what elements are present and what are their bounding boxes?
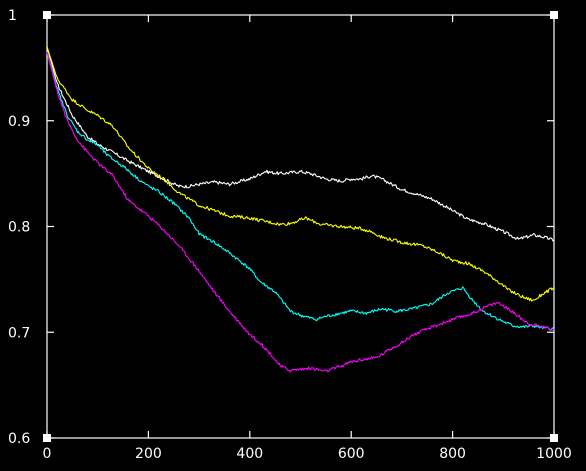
x-tick-label: 1000: [536, 446, 572, 462]
corner-handle[interactable]: [550, 434, 558, 442]
y-tick-label: 0.7: [8, 325, 30, 341]
y-tick-label: 1: [8, 8, 17, 24]
y-tick-label: 0.6: [8, 431, 30, 447]
y-tick-label: 0.9: [8, 114, 30, 130]
y-tick-label: 0.8: [8, 220, 30, 236]
series-group: [46, 46, 555, 373]
corner-handle[interactable]: [43, 434, 51, 442]
x-tick-label: 400: [236, 446, 263, 462]
corner-handle[interactable]: [43, 11, 51, 19]
axes: [46, 14, 555, 439]
corner-handles: [43, 11, 558, 442]
x-tick-label: 600: [338, 446, 365, 462]
series-line-4: [46, 51, 555, 373]
corner-handle[interactable]: [550, 11, 558, 19]
tick-labels: 0 200 400 600 800 1000 0.6 0.7 0.8 0.9 1: [8, 8, 572, 462]
series-line-3: [46, 51, 555, 331]
series-line-2: [46, 46, 555, 302]
series-line-1: [46, 46, 555, 242]
x-tick-label: 800: [439, 446, 466, 462]
plot-frame: [46, 14, 555, 439]
x-tick-label: 200: [135, 446, 162, 462]
x-tick-label: 0: [43, 446, 52, 462]
